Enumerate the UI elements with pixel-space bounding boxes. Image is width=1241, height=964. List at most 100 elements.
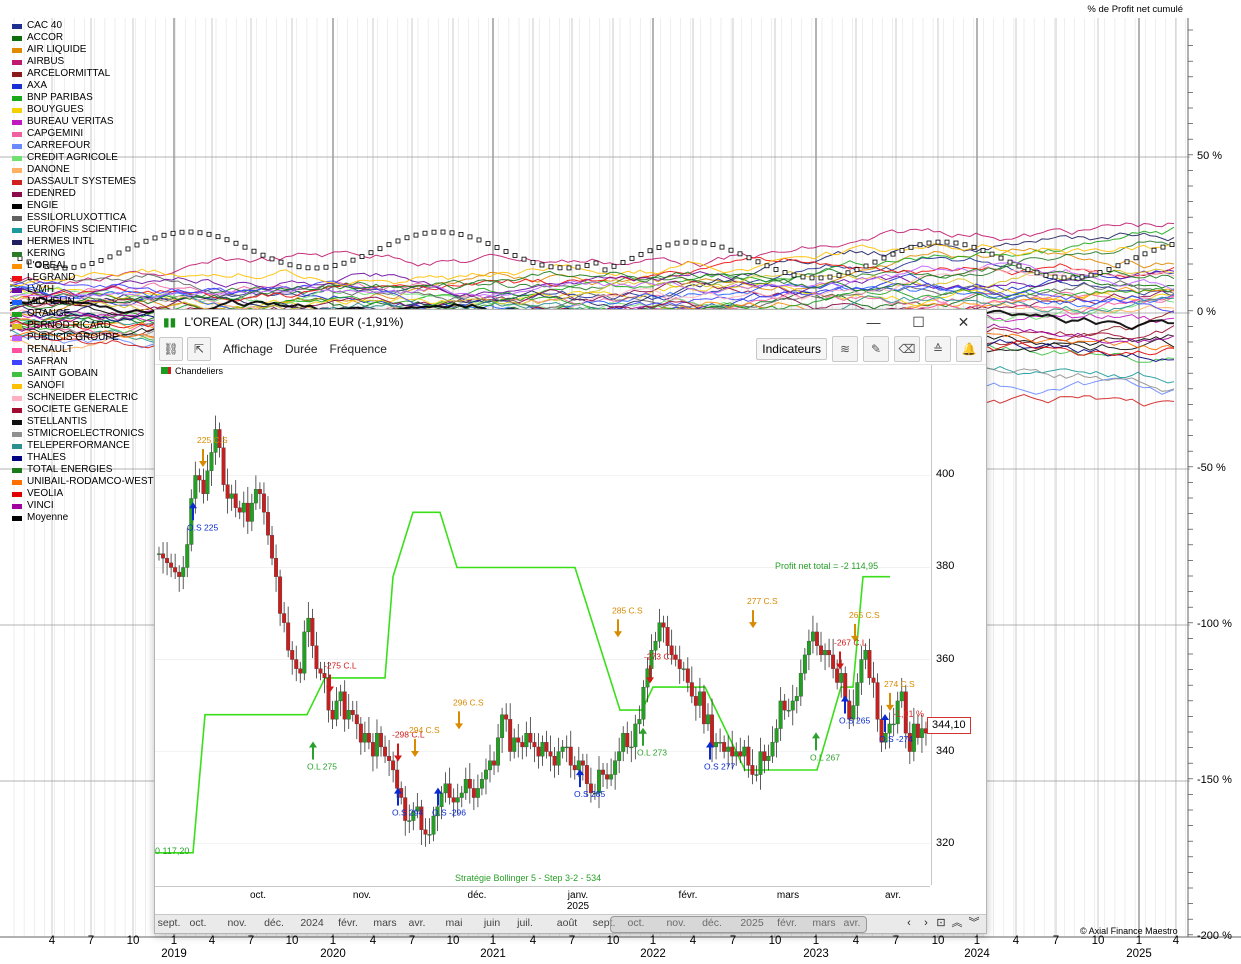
legend-item[interactable]: KERING: [12, 248, 154, 260]
series-marker: [692, 239, 698, 245]
series-marker: [1169, 242, 1175, 248]
legend-item[interactable]: LVMH: [12, 284, 154, 296]
legend-item[interactable]: PUBLICIS GROUPE: [12, 332, 154, 344]
scroll-right-icon[interactable]: ›: [924, 917, 928, 929]
legend-item[interactable]: SAFRAN: [12, 356, 154, 368]
legend-item[interactable]: CAC 40: [12, 20, 154, 32]
legend-item[interactable]: MICHELIN: [12, 296, 154, 308]
candle-body: [584, 765, 589, 784]
legend-item[interactable]: AXA: [12, 80, 154, 92]
signal-label: 285 C.S: [612, 605, 643, 615]
signal-label: O.L 273: [637, 748, 667, 758]
candle-body: [758, 751, 763, 775]
minimize-button[interactable]: —: [866, 314, 881, 330]
legend-item[interactable]: ENGIE: [12, 200, 154, 212]
price-tick-label: 380: [936, 560, 955, 573]
maximize-button[interactable]: ☐: [912, 313, 925, 330]
x-month-label: 7: [408, 935, 416, 947]
legend-item[interactable]: LEGRAND: [12, 272, 154, 284]
legend-swatch: [12, 407, 22, 413]
legend-swatch: [12, 35, 22, 41]
scroll-left-icon[interactable]: ‹: [907, 917, 911, 929]
legend-item[interactable]: BNP PARIBAS: [12, 92, 154, 104]
candle-body: [536, 746, 541, 757]
menu-duree[interactable]: Durée: [284, 342, 318, 356]
legend-item[interactable]: VINCI: [12, 500, 154, 512]
navigator-bar[interactable]: avr. mars févr. 2025 déc. nov. oct. sept. août ju…: [155, 914, 986, 933]
legend-item[interactable]: SAINT GOBAIN: [12, 368, 154, 380]
series-marker: [26, 259, 32, 265]
candlestick-plot[interactable]: 225 C.S O.S 225 -275 C.L O.L 275 -298 C.L O.S…: [155, 365, 930, 885]
legend-item[interactable]: CARREFOUR: [12, 140, 154, 152]
legend-item[interactable]: ARCELORMITTAL: [12, 68, 154, 80]
menu-affichage[interactable]: Affichage: [223, 342, 273, 356]
legend-item[interactable]: ESSILORLUXOTTICA: [12, 212, 154, 224]
legend-item[interactable]: RENAULT: [12, 344, 154, 356]
legend-item[interactable]: STMICROELECTRONICS: [12, 428, 154, 440]
legend-item[interactable]: TOTAL ENERGIES: [12, 464, 154, 476]
trendline-icon[interactable]: ≙: [925, 336, 951, 362]
legend-item[interactable]: L'OREAL: [12, 260, 154, 272]
series-marker: [971, 244, 977, 250]
x-month-label: 10: [606, 935, 620, 947]
candle-body: [617, 751, 622, 761]
legend-item[interactable]: BUREAU VERITAS: [12, 116, 154, 128]
legend-swatch: [12, 179, 22, 185]
legend-item[interactable]: CREDIT AGRICOLE: [12, 152, 154, 164]
candle-body: [786, 709, 791, 712]
legend-label: MICHELIN: [27, 296, 75, 307]
series-marker: [899, 248, 905, 253]
layers-icon[interactable]: ≋: [832, 336, 858, 362]
close-button[interactable]: ✕: [957, 313, 970, 330]
signal-label: O.L 275: [307, 762, 337, 772]
navigator-thumb[interactable]: [610, 916, 867, 933]
legend-item[interactable]: CAPGEMINI: [12, 128, 154, 140]
legend-item[interactable]: THALES: [12, 452, 154, 464]
legend-item[interactable]: UNIBAIL-RODAMCO-WEST: [12, 476, 154, 488]
indicators-button[interactable]: Indicateurs: [756, 338, 827, 360]
link-icon[interactable]: ⛓: [159, 337, 183, 361]
legend-item[interactable]: BOUYGUES: [12, 104, 154, 116]
pencil-icon[interactable]: ✎: [863, 336, 889, 362]
eraser-icon[interactable]: ⌫: [894, 336, 920, 362]
legend-item[interactable]: EUROFINS SCIENTIFIC: [12, 224, 154, 236]
fit-view-icon[interactable]: ⊡: [936, 917, 946, 929]
x-month-label: 4: [529, 935, 537, 947]
series-marker: [593, 260, 599, 266]
series-marker: [341, 260, 347, 266]
signal-arrow: [841, 695, 849, 714]
candle-body: [588, 783, 593, 794]
candle-body: [516, 737, 521, 743]
legend-item[interactable]: SOCIETE GENERALE: [12, 404, 154, 416]
candle-body: [427, 834, 432, 836]
legend-item[interactable]: ORANGE: [12, 308, 154, 320]
series-marker: [908, 244, 914, 250]
legend-item[interactable]: STELLANTIS: [12, 416, 154, 428]
legend-item[interactable]: AIR LIQUIDE: [12, 44, 154, 56]
series-line-21: [9, 256, 1175, 304]
legend-item[interactable]: PERNOD RICARD: [12, 320, 154, 332]
expand-icon[interactable]: ︾: [968, 917, 980, 929]
time-axis-label: déc.: [467, 890, 487, 901]
candle-body: [625, 732, 630, 748]
legend-item[interactable]: EDENRED: [12, 188, 154, 200]
legend-item[interactable]: TELEPERFORMANCE: [12, 440, 154, 452]
open-external-icon[interactable]: ⇱: [187, 337, 211, 361]
legend-item[interactable]: DANONE: [12, 164, 154, 176]
legend-item[interactable]: ACCOR: [12, 32, 154, 44]
alert-bell-icon[interactable]: 🔔: [956, 336, 982, 362]
legend-item[interactable]: VEOLIA: [12, 488, 154, 500]
window-titlebar[interactable]: ▮▮ L'OREAL (OR) [1J] 344,10 EUR (-1,91%)…: [155, 310, 986, 334]
legend-label: CAC 40: [27, 20, 63, 31]
legend-item[interactable]: HERMES INTL: [12, 236, 154, 248]
loreal-chart-window[interactable]: ▮▮ L'OREAL (OR) [1J] 344,10 EUR (-1,91%)…: [154, 309, 987, 934]
legend-item[interactable]: AIRBUS: [12, 56, 154, 68]
menu-frequence[interactable]: Fréquence: [329, 342, 387, 356]
collapse-icon[interactable]: ︽: [951, 917, 963, 929]
legend-item[interactable]: Moyenne: [12, 512, 154, 524]
candle-body: [819, 645, 823, 656]
legend-item[interactable]: SANOFI: [12, 380, 154, 392]
series-marker: [1052, 274, 1058, 280]
legend-item[interactable]: SCHNEIDER ELECTRIC: [12, 392, 154, 404]
legend-item[interactable]: DASSAULT SYSTEMES: [12, 176, 154, 188]
